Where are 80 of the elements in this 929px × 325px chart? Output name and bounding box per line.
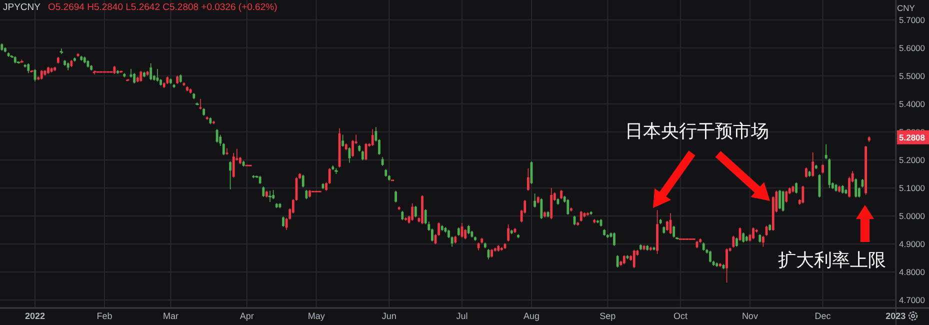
candlestick [672,225,676,238]
candlestick [732,235,735,248]
y-tick-label: 5.5000 [899,70,926,81]
x-tick-label: Oct [673,311,688,321]
candlestick [305,190,308,200]
candlestick [371,128,374,146]
candlestick [613,232,616,246]
candlestick [782,190,784,212]
candlestick [226,148,228,156]
candlestick [150,62,152,81]
candlestick [795,182,798,194]
candlestick [262,186,265,198]
y-tick-label: 5.2000 [899,154,926,165]
y-axis-title: CNY [897,3,916,13]
candlestick [550,188,553,220]
candlestick [762,235,764,248]
x-tick-label: 2022 [24,311,46,321]
candlestick [736,237,738,248]
candlestick [411,202,414,222]
candlestick [822,164,824,174]
candlestick [802,185,804,204]
candlestick [778,190,781,210]
candlestick [232,152,235,178]
candlestick [526,168,530,192]
candlestick [854,178,858,198]
candlestick [540,198,543,220]
y-tick-label: 5.0000 [899,210,926,221]
x-tick-label: 2023 [886,311,906,321]
candlestick [534,193,536,208]
candlestick [302,174,304,188]
chart-subtitle: O5.2694 H5.2840 L5.2642 C5.2808 +0.0326 (+0.62%) [48,2,278,13]
x-tick-label: Jun [382,311,396,321]
candlestick [507,224,510,242]
x-tick-label: Aug [523,311,540,321]
candlestick [27,62,30,74]
y-tick-label: 5.6000 [899,42,926,53]
annotation: 日本央行干预市场 [625,121,769,141]
candlestick [812,152,814,178]
y-tick-label: 4.9000 [899,238,926,249]
candlestick [394,190,397,203]
candlestick [580,210,582,222]
x-tick-label: Apr [240,311,254,321]
y-tick-label: 5.4000 [899,98,926,109]
candlestick [140,70,142,82]
candlestick [133,72,136,84]
candlestick [342,134,344,148]
candlestick [401,210,404,221]
x-tick-label: Jul [456,311,468,321]
candlestick [282,216,284,228]
y-tick-label: 4.7000 [899,294,926,305]
x-tick-label: Mar [162,311,178,321]
candlestick [742,232,745,243]
x-tick-label: Sep [600,311,616,321]
y-tick-label: 5.1000 [899,182,926,193]
candlestick [272,190,275,200]
candlestick [414,205,417,218]
chart-title: JPYCNY [3,2,42,13]
x-tick-label: Dec [814,311,832,321]
y-tick-label: 5.7000 [899,14,926,25]
candlestick [40,70,43,80]
x-tick-label: May [308,311,326,321]
candlestick [229,160,232,190]
candlestick [560,190,562,200]
candlestick [361,150,364,161]
candlestick [726,248,728,284]
candlestick [709,250,712,263]
x-tick-label: Nov [742,311,758,321]
annotation: 5.2808 [899,132,926,142]
candlestick [632,249,636,268]
x-tick-label: Feb [96,311,112,321]
candlestick [216,128,218,143]
candlestick [824,144,828,160]
candlestick [616,254,619,268]
annotation: 扩大利率上限 [778,250,886,270]
y-tick-label: 4.8000 [899,266,926,277]
candlestick [666,220,668,232]
candlestick [566,198,570,216]
candlestick [805,167,808,178]
candlestick [752,227,754,240]
candlestick [785,190,788,203]
